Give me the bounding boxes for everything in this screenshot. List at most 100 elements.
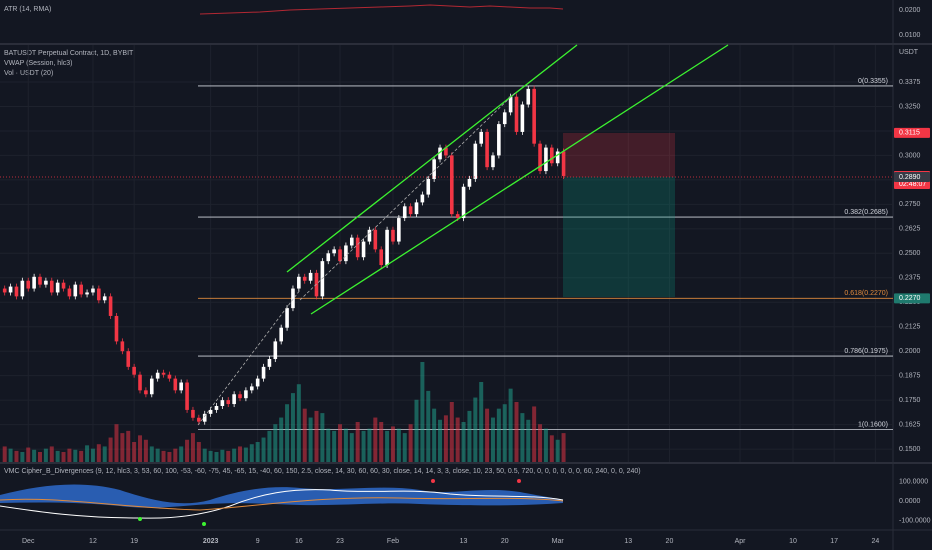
candle-body xyxy=(285,308,289,328)
volume-bar xyxy=(485,408,490,462)
volume-bar xyxy=(332,430,337,462)
candle-body xyxy=(438,147,442,160)
candle-body xyxy=(132,366,136,375)
volume-bar xyxy=(314,410,319,462)
candle-body xyxy=(191,409,195,418)
volume-bar xyxy=(73,449,78,462)
candle-body xyxy=(20,280,25,297)
volume-bar xyxy=(367,428,372,462)
y-tick-label: 0.1625 xyxy=(899,421,921,428)
volume-bar xyxy=(249,444,254,462)
candle-body xyxy=(502,112,507,125)
oscillator-axis: 100.0000 0.0000 -100.0000 xyxy=(899,478,931,524)
volume-bar xyxy=(138,435,143,462)
volume-bar xyxy=(373,417,378,462)
candle-body xyxy=(555,151,560,164)
fib-label: 0.618(0.2270) xyxy=(844,290,888,297)
volume-bar xyxy=(38,452,43,462)
oscillator-line xyxy=(0,489,564,519)
atr-tick-label: 0.0100 xyxy=(899,32,921,39)
volume-bar xyxy=(420,362,425,462)
candle-body xyxy=(8,286,13,293)
candle-body xyxy=(373,229,378,250)
volume-bar xyxy=(514,402,519,462)
candle-body xyxy=(349,237,354,246)
volume-bar xyxy=(79,450,84,462)
oscillator-dot xyxy=(517,479,521,483)
volume-bar xyxy=(2,446,7,462)
candle-body xyxy=(291,288,295,309)
volume-bar xyxy=(173,448,178,462)
candle-body xyxy=(361,241,366,258)
candle-body xyxy=(49,280,54,293)
osc-tick-label: 0.0000 xyxy=(899,498,921,505)
volume-bar xyxy=(526,419,531,462)
volume-bar xyxy=(296,384,301,462)
x-tick-label: 23 xyxy=(336,538,344,545)
candle-body xyxy=(173,378,178,391)
y-tick-label: 0.2375 xyxy=(899,275,921,282)
volume-bar xyxy=(143,439,148,462)
symbol-title: BATUSDT Perpetual Contract, 1D, BYBIT xyxy=(4,50,134,57)
volume-bar xyxy=(8,448,13,462)
candle-body xyxy=(73,284,78,297)
candle-body xyxy=(202,413,207,422)
volume-bar xyxy=(255,442,260,462)
candle-body xyxy=(385,229,389,266)
volume-bar xyxy=(338,424,343,462)
candle-body xyxy=(326,253,331,262)
volume-bar xyxy=(90,448,95,462)
candle-body xyxy=(538,143,542,172)
price-badge-label: 0.2270 xyxy=(899,295,921,302)
x-tick-label: 20 xyxy=(501,538,509,545)
volume-bar xyxy=(502,404,507,462)
candle-body xyxy=(44,280,48,285)
candle-body xyxy=(526,88,531,105)
x-tick-label: 17 xyxy=(830,538,838,545)
volume-bar xyxy=(226,450,231,462)
volume-bar xyxy=(96,444,101,462)
candle-body xyxy=(455,214,460,219)
candle-body xyxy=(197,417,201,422)
y-tick-label: 0.2000 xyxy=(899,348,921,355)
volume-bar xyxy=(549,435,554,462)
volume-bar xyxy=(214,452,219,462)
atr-title: ATR (14, RMA) xyxy=(4,6,51,13)
candle-body xyxy=(273,341,278,360)
candle-body xyxy=(120,341,125,352)
candle-body xyxy=(91,288,95,293)
volume-bar xyxy=(120,433,125,462)
candle-body xyxy=(297,276,301,289)
candle-body xyxy=(79,284,83,295)
candle-body xyxy=(61,282,66,289)
oscillator-dot xyxy=(202,522,206,526)
fibonacci: 0(0.3355) 0.382(0.2685) 0.618(0.2270) 0.786… xyxy=(198,78,893,430)
volume-bar xyxy=(508,388,513,462)
volume-bar xyxy=(179,446,184,462)
stop-zone xyxy=(563,133,675,177)
volume-bar xyxy=(55,450,60,462)
candle-body xyxy=(114,315,119,342)
volume-bar xyxy=(402,433,407,462)
oscillator-wave xyxy=(0,484,563,508)
candle-body xyxy=(238,394,242,399)
candle-body xyxy=(185,382,189,410)
volume-bar xyxy=(361,430,366,462)
volume-bar xyxy=(302,408,307,462)
volume-bar xyxy=(461,422,466,462)
candle-body xyxy=(344,245,348,262)
candle-body xyxy=(532,88,536,144)
candle-body xyxy=(491,155,495,168)
volume-bar xyxy=(49,446,54,462)
x-tick-label: 2023 xyxy=(203,538,219,545)
volume-bar xyxy=(261,437,266,462)
volume-bar xyxy=(396,428,401,462)
x-tick-label: Apr xyxy=(735,538,747,545)
y-tick-label: 0.1875 xyxy=(899,373,921,380)
channel-lower xyxy=(310,44,729,315)
volume-bar xyxy=(290,393,295,462)
volume-bar xyxy=(85,445,90,462)
candle-body xyxy=(26,280,31,289)
volume-bar xyxy=(202,448,207,462)
